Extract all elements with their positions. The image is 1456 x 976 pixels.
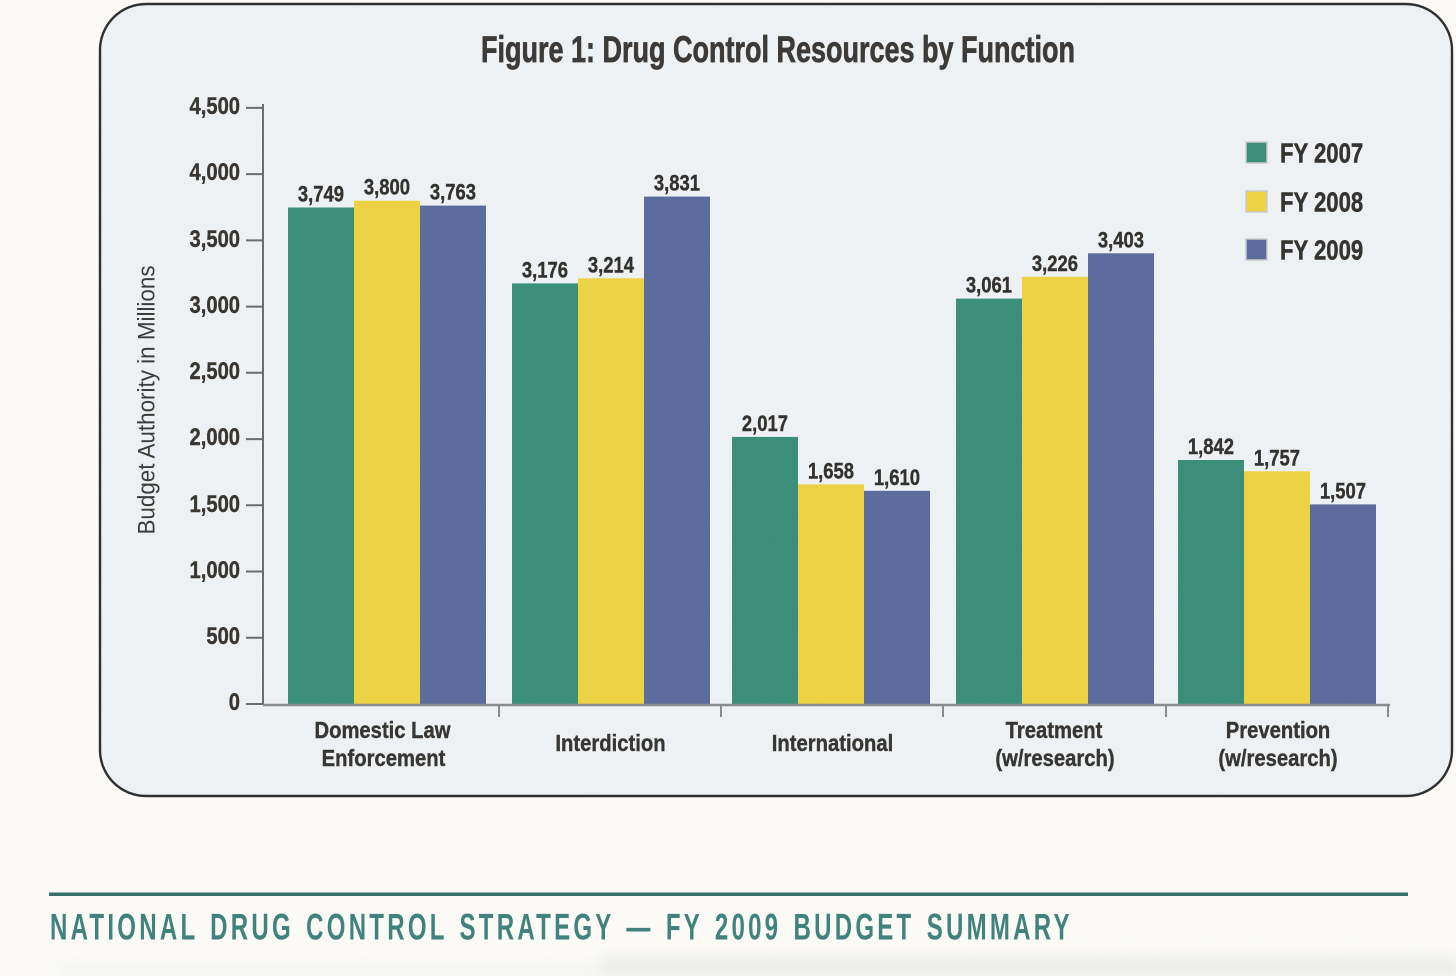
- svg-text:(w/research): (w/research): [1218, 745, 1337, 772]
- svg-text:Domestic Law: Domestic Law: [314, 717, 450, 744]
- svg-text:3,763: 3,763: [430, 180, 476, 205]
- svg-text:3,800: 3,800: [364, 175, 410, 200]
- svg-text:500: 500: [206, 622, 240, 649]
- svg-text:Interdiction: Interdiction: [555, 730, 665, 757]
- svg-text:0: 0: [229, 688, 240, 715]
- svg-text:Figure 1: Drug Control Resourc: Figure 1: Drug Control Resources by Func…: [481, 29, 1075, 70]
- svg-text:2,017: 2,017: [742, 411, 788, 436]
- svg-text:Budget Authority in Millions: Budget Authority in Millions: [133, 265, 160, 534]
- svg-text:Prevention: Prevention: [1226, 717, 1331, 744]
- svg-text:2,500: 2,500: [190, 357, 240, 384]
- svg-text:3,403: 3,403: [1098, 228, 1144, 253]
- svg-text:Enforcement: Enforcement: [322, 745, 446, 772]
- svg-text:FY 2009: FY 2009: [1280, 235, 1363, 266]
- svg-text:1,842: 1,842: [1188, 434, 1234, 459]
- svg-text:1,610: 1,610: [874, 465, 920, 490]
- svg-text:3,226: 3,226: [1032, 251, 1078, 276]
- svg-text:(w/research): (w/research): [995, 745, 1114, 772]
- svg-text:4,000: 4,000: [190, 158, 240, 185]
- svg-text:3,831: 3,831: [654, 171, 700, 196]
- svg-text:Treatment: Treatment: [1006, 717, 1103, 744]
- svg-text:3,176: 3,176: [522, 258, 568, 283]
- svg-text:3,061: 3,061: [966, 273, 1012, 298]
- svg-text:1,500: 1,500: [190, 490, 240, 517]
- svg-text:1,507: 1,507: [1320, 479, 1366, 504]
- svg-text:FY 2007: FY 2007: [1280, 138, 1363, 169]
- svg-text:3,000: 3,000: [190, 291, 240, 318]
- svg-text:3,500: 3,500: [190, 225, 240, 252]
- svg-text:2,000: 2,000: [190, 423, 240, 450]
- svg-text:1,658: 1,658: [808, 459, 854, 484]
- svg-text:FY 2008: FY 2008: [1280, 187, 1363, 218]
- svg-text:3,214: 3,214: [588, 253, 635, 278]
- svg-text:1,000: 1,000: [190, 556, 240, 583]
- svg-text:International: International: [772, 730, 893, 757]
- svg-text:4,500: 4,500: [190, 92, 240, 119]
- svg-text:3,749: 3,749: [298, 182, 344, 207]
- svg-text:1,757: 1,757: [1254, 446, 1300, 471]
- svg-text:NATIONAL DRUG CONTROL STRATEGY: NATIONAL DRUG CONTROL STRATEGY — FY 2009…: [50, 906, 1073, 948]
